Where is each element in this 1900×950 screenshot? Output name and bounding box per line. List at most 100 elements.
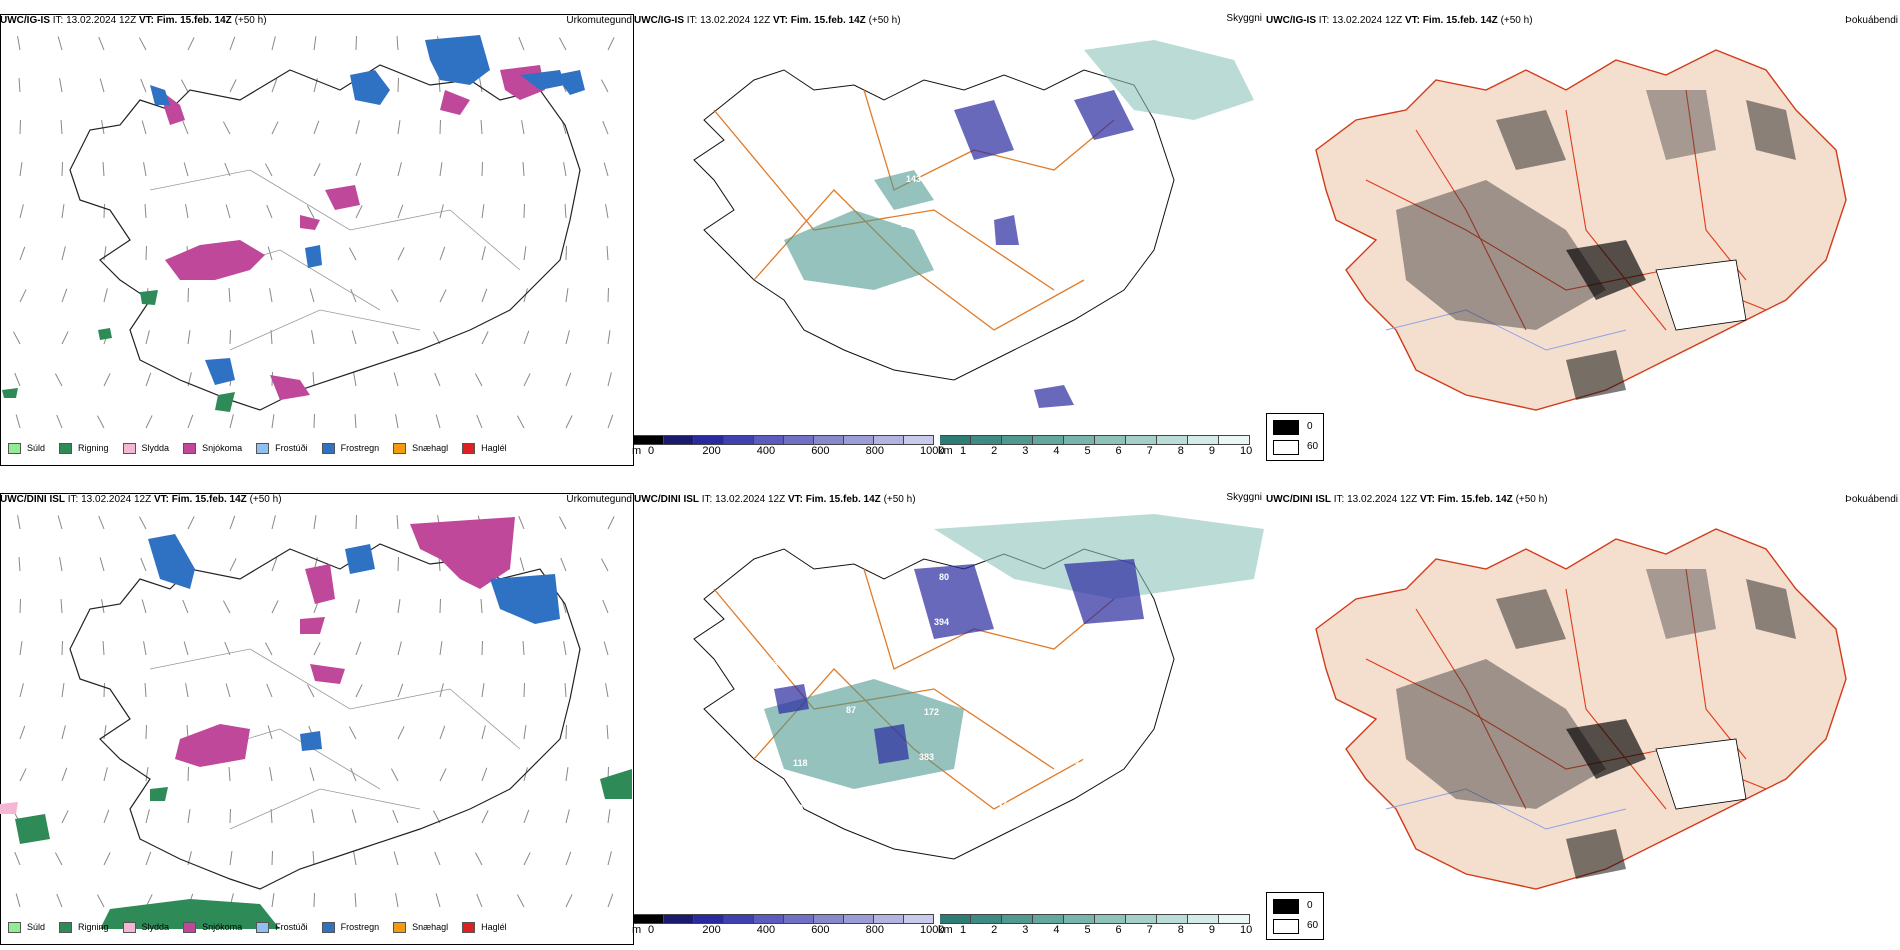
wind-barb xyxy=(145,809,150,824)
wind-barb xyxy=(229,36,236,51)
wind-barb xyxy=(523,725,527,740)
wind-barb xyxy=(19,246,26,261)
wind-barb xyxy=(397,641,402,656)
wind-barb xyxy=(558,37,567,51)
wind-barb xyxy=(183,641,189,656)
legend-item: Haglél xyxy=(462,442,507,454)
wind-barb xyxy=(523,809,530,824)
wind-barb xyxy=(519,557,525,572)
wind-barb xyxy=(61,331,69,345)
visibility-value-label: 133 xyxy=(1057,223,1072,233)
wind-barb xyxy=(607,414,614,429)
legend-label: Snæhagl xyxy=(412,443,449,453)
colorbar-cell xyxy=(724,435,754,445)
wind-barb xyxy=(313,120,320,135)
colorbar-tick: 1 xyxy=(960,924,967,936)
wind-barb xyxy=(99,557,105,572)
wind-barb xyxy=(102,640,105,656)
wind-barb xyxy=(271,557,278,572)
wind-barb xyxy=(101,120,105,135)
wind-barb xyxy=(313,515,317,530)
wind-barb xyxy=(138,516,147,530)
wind-barb xyxy=(355,205,363,219)
wind-barb xyxy=(145,330,150,345)
visibility-value-label: 122 xyxy=(1075,756,1090,766)
wind-barb xyxy=(103,373,111,387)
wind-barb xyxy=(103,725,107,740)
wind-barb xyxy=(313,642,321,656)
colorbar-tick: 800 xyxy=(865,445,884,457)
precip-legend-1: Súld Rigning Slydda Snjókoma Frostúði Frostre… xyxy=(0,438,632,458)
wind-barb xyxy=(96,894,105,908)
colorbar-cell xyxy=(1002,914,1033,924)
legend-label: Frostúði xyxy=(275,922,308,932)
colorbar-cell xyxy=(694,435,724,445)
wind-barb xyxy=(19,641,23,656)
wind-barb xyxy=(143,162,147,177)
visibility-value-label: 394 xyxy=(934,617,949,627)
wind-barb xyxy=(558,516,567,530)
wind-barb xyxy=(521,120,525,135)
legend-item: Súld xyxy=(8,442,45,454)
visibility-value-label: 393 xyxy=(856,615,871,625)
wind-barb xyxy=(607,516,615,530)
wind-barb xyxy=(481,246,486,261)
legend-label: Rigning xyxy=(78,443,109,453)
wind-barb xyxy=(264,642,273,656)
wind-barb xyxy=(19,289,27,303)
wind-barb xyxy=(476,414,483,429)
colorbar-cell xyxy=(1157,435,1188,445)
visibility-value-label: 158 xyxy=(1012,619,1027,629)
wind-barb xyxy=(353,851,357,866)
wind-barb xyxy=(350,288,357,303)
colorbar-tick: 6 xyxy=(1115,924,1122,936)
colorbar-tick: 400 xyxy=(756,445,776,457)
wind-barb xyxy=(143,641,147,656)
wind-barb xyxy=(474,852,483,866)
panel-header: UWC/DINI ISL IT: 13.02.2024 12Z VT: Fim.… xyxy=(1266,494,1548,505)
wind-barb xyxy=(351,809,357,824)
visibility-value-label: 226 xyxy=(979,221,994,231)
colorbar-tick: 7 xyxy=(1146,445,1153,457)
colorbar-tick: 800 xyxy=(865,924,884,936)
wind-barb xyxy=(355,120,360,135)
wind-barb xyxy=(311,330,315,345)
colorbar-cell xyxy=(1033,435,1064,445)
wind-barb xyxy=(15,893,21,908)
wind-barb xyxy=(481,725,486,740)
wind-barb xyxy=(309,767,315,782)
legend-label: Haglél xyxy=(481,443,507,453)
wind-barb xyxy=(476,893,483,908)
wind-barb xyxy=(480,119,483,135)
wind-barb xyxy=(351,330,357,345)
colorbar-cell xyxy=(724,914,754,924)
panel-header: UWC/DINI ISL IT: 13.02.2024 12Z VT: Fim.… xyxy=(0,494,282,505)
wind-barb xyxy=(61,767,68,782)
colorbar-tick: 7 xyxy=(1146,924,1153,936)
visibility-value-label: 357 xyxy=(984,176,999,186)
wind-barb xyxy=(140,78,147,93)
legend-label: Haglél xyxy=(481,922,507,932)
wind-barb xyxy=(565,372,572,387)
wind-barb xyxy=(439,204,444,219)
colorbar-tick: 5 xyxy=(1084,924,1091,936)
colorbar-cell xyxy=(754,914,784,924)
wind-barb xyxy=(18,556,21,572)
wind-barb xyxy=(481,288,488,303)
wind-barb xyxy=(523,330,530,345)
wind-barb xyxy=(14,372,21,387)
legend-item: Snjókoma xyxy=(183,921,242,933)
legend-item: Frostregn xyxy=(321,442,379,454)
wind-barb xyxy=(565,288,569,303)
panel-title: Þokuábendi xyxy=(1845,494,1898,505)
wind-barb xyxy=(229,79,237,93)
legend-label: Slydda xyxy=(141,922,170,932)
colorbar-cell xyxy=(1157,914,1188,924)
precip-type-panel-1 xyxy=(0,14,634,466)
wind-barb xyxy=(270,329,273,345)
wind-barb xyxy=(103,767,108,782)
wind-barb xyxy=(603,641,609,656)
visibility-value-label: 11 xyxy=(760,360,770,370)
legend-item: Súld xyxy=(8,921,45,933)
legend-item: Rigning xyxy=(59,921,109,933)
